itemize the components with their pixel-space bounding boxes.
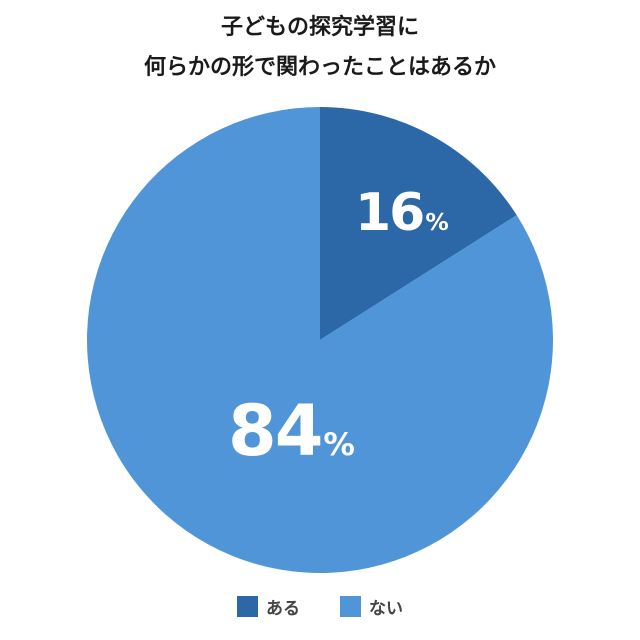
pie-slice-aru (320, 107, 517, 340)
chart-title-line-2: 何らかの形で関わったことはあるか (143, 55, 496, 80)
legend-item-nai: ない (340, 594, 403, 619)
legend-swatch-aru (237, 596, 258, 617)
slice-label-aru: 16% (355, 183, 449, 243)
slice-label-nai: 84% (228, 390, 355, 472)
chart-title-line-1: 子どもの探究学習に (220, 15, 419, 40)
legend-swatch-nai (340, 596, 361, 617)
legend-item-aru: ある (237, 594, 300, 619)
pie-slice-nai (86, 107, 553, 573)
legend-label-nai: ない (369, 599, 403, 619)
chart-title: 子どもの探究学習に 何らかの形で関わったことはあるか (0, 8, 640, 88)
legend: ある ない (0, 594, 640, 619)
legend-label-aru: ある (266, 599, 300, 619)
